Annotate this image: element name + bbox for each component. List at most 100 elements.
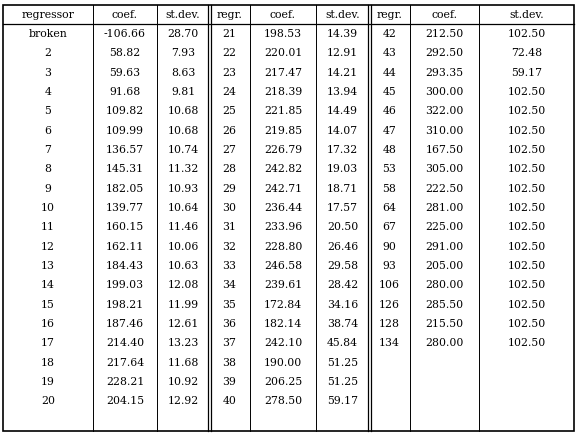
Text: broken: broken xyxy=(28,29,67,39)
Text: 43: 43 xyxy=(383,48,397,58)
Text: 182.14: 182.14 xyxy=(264,319,302,329)
Text: 10.92: 10.92 xyxy=(168,377,198,387)
Text: 10.64: 10.64 xyxy=(168,203,198,213)
Text: 281.00: 281.00 xyxy=(425,203,463,213)
Text: 228.80: 228.80 xyxy=(264,242,302,252)
Text: 7.93: 7.93 xyxy=(171,48,195,58)
Text: st.dev.: st.dev. xyxy=(166,10,200,20)
Text: 23: 23 xyxy=(223,68,237,78)
Text: 34: 34 xyxy=(223,280,237,290)
Text: 242.71: 242.71 xyxy=(264,184,302,194)
Text: 10.68: 10.68 xyxy=(167,106,199,116)
Text: 239.61: 239.61 xyxy=(264,280,302,290)
Text: coef.: coef. xyxy=(112,10,138,20)
Text: 102.50: 102.50 xyxy=(508,338,546,348)
Text: 26: 26 xyxy=(223,126,237,136)
Text: 102.50: 102.50 xyxy=(508,203,546,213)
Text: 14.21: 14.21 xyxy=(327,68,358,78)
Text: 46: 46 xyxy=(383,106,397,116)
Text: 10.06: 10.06 xyxy=(167,242,199,252)
Text: 6: 6 xyxy=(45,126,52,136)
Text: 27: 27 xyxy=(223,145,237,155)
Text: 17.32: 17.32 xyxy=(327,145,358,155)
Text: 128: 128 xyxy=(379,319,400,329)
Text: 45.84: 45.84 xyxy=(327,338,358,348)
Text: 10: 10 xyxy=(41,203,55,213)
Text: 139.77: 139.77 xyxy=(106,203,144,213)
Text: 11.46: 11.46 xyxy=(168,222,198,232)
Text: 280.00: 280.00 xyxy=(425,338,463,348)
Text: 215.50: 215.50 xyxy=(426,319,463,329)
Text: 39: 39 xyxy=(223,377,237,387)
Text: 102.50: 102.50 xyxy=(508,106,546,116)
Text: 19: 19 xyxy=(41,377,55,387)
Text: 206.25: 206.25 xyxy=(264,377,302,387)
Text: 28.70: 28.70 xyxy=(168,29,198,39)
Text: 31: 31 xyxy=(223,222,237,232)
Text: 187.46: 187.46 xyxy=(106,319,144,329)
Text: 14.07: 14.07 xyxy=(327,126,358,136)
Text: 90: 90 xyxy=(383,242,397,252)
Text: 12.91: 12.91 xyxy=(327,48,358,58)
Text: regressor: regressor xyxy=(21,10,74,20)
Text: 58: 58 xyxy=(383,184,397,194)
Text: regr.: regr. xyxy=(376,10,403,20)
Text: 38.74: 38.74 xyxy=(327,319,358,329)
Text: 48: 48 xyxy=(383,145,397,155)
Text: 106: 106 xyxy=(379,280,400,290)
Text: 38: 38 xyxy=(223,358,237,368)
Text: 15: 15 xyxy=(41,300,55,310)
Text: 242.82: 242.82 xyxy=(264,164,302,174)
Text: 4: 4 xyxy=(45,87,52,97)
Text: 293.35: 293.35 xyxy=(426,68,463,78)
Text: 42: 42 xyxy=(383,29,397,39)
Text: 59.17: 59.17 xyxy=(511,68,542,78)
Text: 10.63: 10.63 xyxy=(167,261,199,271)
Text: 172.84: 172.84 xyxy=(264,300,302,310)
Text: 184.43: 184.43 xyxy=(106,261,144,271)
Text: -106.66: -106.66 xyxy=(104,29,146,39)
Text: 47: 47 xyxy=(383,126,396,136)
Text: 25: 25 xyxy=(223,106,237,116)
Text: 21: 21 xyxy=(223,29,237,39)
Text: 236.44: 236.44 xyxy=(264,203,302,213)
Text: 102.50: 102.50 xyxy=(508,300,546,310)
Text: 280.00: 280.00 xyxy=(425,280,463,290)
Text: 12.08: 12.08 xyxy=(167,280,199,290)
Text: 53: 53 xyxy=(383,164,397,174)
Text: 19.03: 19.03 xyxy=(327,164,358,174)
Text: 109.82: 109.82 xyxy=(106,106,144,116)
Text: 17: 17 xyxy=(41,338,55,348)
Text: 199.03: 199.03 xyxy=(106,280,144,290)
Text: 5: 5 xyxy=(45,106,52,116)
Text: 67: 67 xyxy=(383,222,397,232)
Text: 102.50: 102.50 xyxy=(508,29,546,39)
Text: 102.50: 102.50 xyxy=(508,164,546,174)
Text: coef.: coef. xyxy=(270,10,296,20)
Text: 102.50: 102.50 xyxy=(508,242,546,252)
Text: 14.49: 14.49 xyxy=(327,106,358,116)
Text: 204.15: 204.15 xyxy=(106,396,144,406)
Text: 190.00: 190.00 xyxy=(264,358,302,368)
Text: 12: 12 xyxy=(41,242,55,252)
Text: 167.50: 167.50 xyxy=(426,145,463,155)
Text: 44: 44 xyxy=(383,68,396,78)
Text: 226.79: 226.79 xyxy=(264,145,302,155)
Text: 212.50: 212.50 xyxy=(425,29,463,39)
Text: 3: 3 xyxy=(45,68,52,78)
Text: 30: 30 xyxy=(223,203,237,213)
Text: 242.10: 242.10 xyxy=(264,338,302,348)
Text: 136.57: 136.57 xyxy=(106,145,144,155)
Text: 9.81: 9.81 xyxy=(171,87,195,97)
Text: 64: 64 xyxy=(383,203,397,213)
Text: 10.68: 10.68 xyxy=(167,126,199,136)
Text: 278.50: 278.50 xyxy=(264,396,302,406)
Text: 12.61: 12.61 xyxy=(167,319,199,329)
Text: 59.17: 59.17 xyxy=(327,396,358,406)
Text: 126: 126 xyxy=(379,300,400,310)
Text: 33: 33 xyxy=(223,261,237,271)
Text: 24: 24 xyxy=(223,87,237,97)
Text: 109.99: 109.99 xyxy=(106,126,144,136)
Text: 214.40: 214.40 xyxy=(106,338,144,348)
Text: 182.05: 182.05 xyxy=(106,184,144,194)
